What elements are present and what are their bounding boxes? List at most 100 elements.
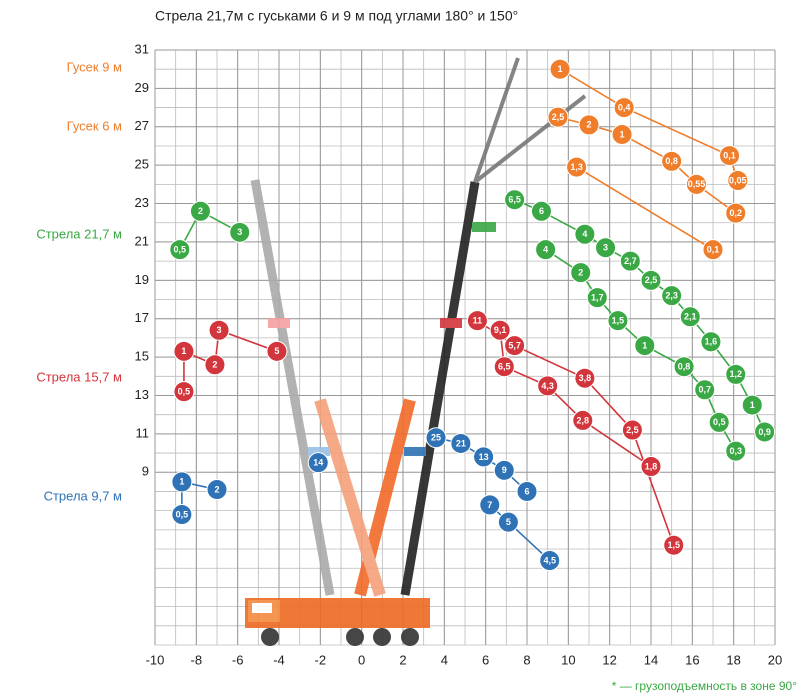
load-label: 2 bbox=[198, 206, 203, 216]
y-tick-label: 29 bbox=[135, 80, 149, 95]
load-label: 0,5 bbox=[178, 387, 191, 397]
load-point bbox=[549, 58, 571, 80]
load-label: 1 bbox=[620, 129, 625, 139]
load-label: 2 bbox=[578, 268, 583, 278]
load-label: 6 bbox=[524, 486, 529, 496]
load-point bbox=[611, 123, 633, 145]
load-label: 3,8 bbox=[579, 373, 592, 383]
load-label: 5 bbox=[506, 517, 511, 527]
load-label: 0,55 bbox=[688, 179, 706, 189]
load-point bbox=[497, 511, 519, 533]
load-label: 0,5 bbox=[713, 417, 726, 427]
load-point bbox=[700, 331, 722, 353]
load-point bbox=[266, 340, 288, 362]
x-tick-label: 4 bbox=[441, 652, 448, 667]
load-label: 3 bbox=[603, 243, 608, 253]
load-point bbox=[189, 200, 211, 222]
load-label: 1 bbox=[558, 64, 563, 74]
load-label: 7 bbox=[487, 500, 492, 510]
load-label: 0,8 bbox=[678, 362, 691, 372]
load-point bbox=[640, 456, 662, 477]
load-point bbox=[535, 239, 557, 261]
load-point bbox=[173, 381, 195, 403]
x-tick-label: -10 bbox=[146, 652, 165, 667]
load-label: 0,5 bbox=[174, 244, 187, 254]
load-label: 6 bbox=[539, 206, 544, 216]
x-tick-label: 18 bbox=[726, 652, 740, 667]
load-label: 1,6 bbox=[705, 337, 718, 347]
y-tick-label: 23 bbox=[135, 195, 149, 210]
load-point bbox=[719, 145, 741, 167]
load-point bbox=[754, 421, 776, 443]
x-tick-label: 8 bbox=[523, 652, 530, 667]
load-label: 2,1 bbox=[684, 312, 697, 322]
load-point bbox=[679, 306, 701, 328]
series-label: Стрела 15,7 м bbox=[36, 369, 122, 384]
load-point bbox=[504, 335, 526, 357]
y-tick-label: 13 bbox=[135, 387, 149, 402]
load-label: 4 bbox=[582, 229, 587, 239]
x-tick-label: 10 bbox=[561, 652, 575, 667]
load-point bbox=[473, 446, 495, 468]
chart-title: Стрела 21,7м с гуськами 6 и 9 м под угла… bbox=[155, 8, 518, 24]
plot: 10,40,10,052,5210,80,550,21,30,10,5236,5… bbox=[169, 58, 776, 572]
load-label: 1 bbox=[179, 477, 184, 487]
load-point bbox=[661, 285, 683, 307]
load-label: 13 bbox=[479, 452, 489, 462]
load-point bbox=[537, 375, 559, 397]
y-tick-label: 11 bbox=[136, 425, 150, 440]
x-tick-label: 14 bbox=[644, 652, 658, 667]
load-label: 4,3 bbox=[541, 381, 554, 391]
load-label: 0,4 bbox=[618, 102, 631, 112]
load-point bbox=[169, 239, 191, 261]
x-tick-label: -2 bbox=[315, 652, 327, 667]
series-label: Гусек 6 м bbox=[67, 118, 122, 133]
load-point bbox=[613, 97, 635, 119]
load-point bbox=[489, 319, 511, 341]
load-point bbox=[673, 356, 695, 378]
load-point bbox=[725, 440, 747, 462]
load-point bbox=[570, 262, 592, 284]
x-tick-label: 16 bbox=[685, 652, 699, 667]
load-label: 5,7 bbox=[508, 340, 521, 350]
y-tick-label: 27 bbox=[135, 118, 149, 133]
curve bbox=[183, 329, 278, 392]
x-tick-label: -6 bbox=[232, 652, 244, 667]
load-point bbox=[479, 494, 501, 516]
load-label: 14 bbox=[313, 458, 323, 468]
x-tick-label: 0 bbox=[358, 652, 365, 667]
curve bbox=[514, 198, 766, 433]
load-point bbox=[702, 239, 724, 261]
y-tick-label: 25 bbox=[135, 157, 149, 172]
load-label: 0,7 bbox=[698, 385, 711, 395]
load-point bbox=[725, 202, 747, 224]
load-point bbox=[171, 503, 193, 525]
load-label: 6,5 bbox=[508, 195, 521, 205]
x-tick-label: -4 bbox=[273, 652, 285, 667]
load-point bbox=[493, 459, 515, 481]
y-tick-label: 21 bbox=[135, 233, 149, 248]
load-point bbox=[539, 550, 561, 572]
curve bbox=[576, 166, 714, 251]
load-point bbox=[530, 200, 552, 222]
load-point bbox=[595, 237, 617, 259]
x-tick-label: 12 bbox=[602, 652, 616, 667]
x-tick-label: -8 bbox=[191, 652, 203, 667]
load-point bbox=[516, 480, 538, 502]
series-label: Стрела 21,7 м bbox=[36, 226, 122, 241]
load-point bbox=[208, 319, 230, 341]
load-label: 3 bbox=[237, 227, 242, 237]
load-label: 0,05 bbox=[729, 175, 747, 185]
load-label: 0,9 bbox=[758, 427, 771, 437]
load-label: 1 bbox=[642, 340, 647, 350]
load-label: 4,5 bbox=[543, 555, 556, 565]
load-point bbox=[450, 432, 472, 454]
curve bbox=[559, 68, 739, 181]
load-label: 2,5 bbox=[645, 275, 658, 285]
load-label: 2,3 bbox=[665, 291, 678, 301]
load-point bbox=[685, 173, 707, 195]
load-point bbox=[586, 287, 608, 309]
load-label: 25 bbox=[431, 433, 441, 443]
load-point bbox=[493, 356, 515, 378]
load-label: 5 bbox=[274, 346, 279, 356]
